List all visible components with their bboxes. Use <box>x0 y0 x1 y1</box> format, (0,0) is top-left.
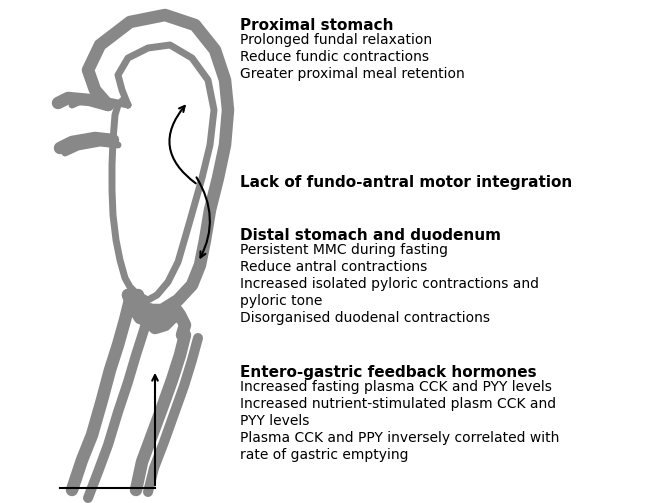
Text: Proximal stomach: Proximal stomach <box>240 18 393 33</box>
Text: Reduce antral contractions: Reduce antral contractions <box>240 260 427 274</box>
Text: Persistent MMC during fasting: Persistent MMC during fasting <box>240 243 448 257</box>
Text: PYY levels: PYY levels <box>240 414 310 428</box>
Text: Entero-gastric feedback hormones: Entero-gastric feedback hormones <box>240 365 537 380</box>
Text: Lack of fundo-antral motor integration: Lack of fundo-antral motor integration <box>240 175 572 190</box>
Text: Greater proximal meal retention: Greater proximal meal retention <box>240 67 465 81</box>
Text: pyloric tone: pyloric tone <box>240 294 322 308</box>
Text: Prolonged fundal relaxation: Prolonged fundal relaxation <box>240 33 432 47</box>
Text: Increased nutrient-stimulated plasm CCK and: Increased nutrient-stimulated plasm CCK … <box>240 397 556 411</box>
Text: Distal stomach and duodenum: Distal stomach and duodenum <box>240 228 501 243</box>
Text: Disorganised duodenal contractions: Disorganised duodenal contractions <box>240 311 490 325</box>
Text: Increased fasting plasma CCK and PYY levels: Increased fasting plasma CCK and PYY lev… <box>240 380 552 394</box>
Text: Plasma CCK and PPY inversely correlated with: Plasma CCK and PPY inversely correlated … <box>240 431 560 445</box>
Text: Reduce fundic contractions: Reduce fundic contractions <box>240 50 429 64</box>
Text: rate of gastric emptying: rate of gastric emptying <box>240 448 409 462</box>
Text: Increased isolated pyloric contractions and: Increased isolated pyloric contractions … <box>240 277 539 291</box>
